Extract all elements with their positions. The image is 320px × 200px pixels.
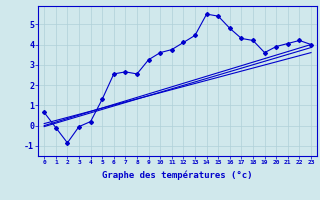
X-axis label: Graphe des températures (°c): Graphe des températures (°c) [102,171,253,180]
